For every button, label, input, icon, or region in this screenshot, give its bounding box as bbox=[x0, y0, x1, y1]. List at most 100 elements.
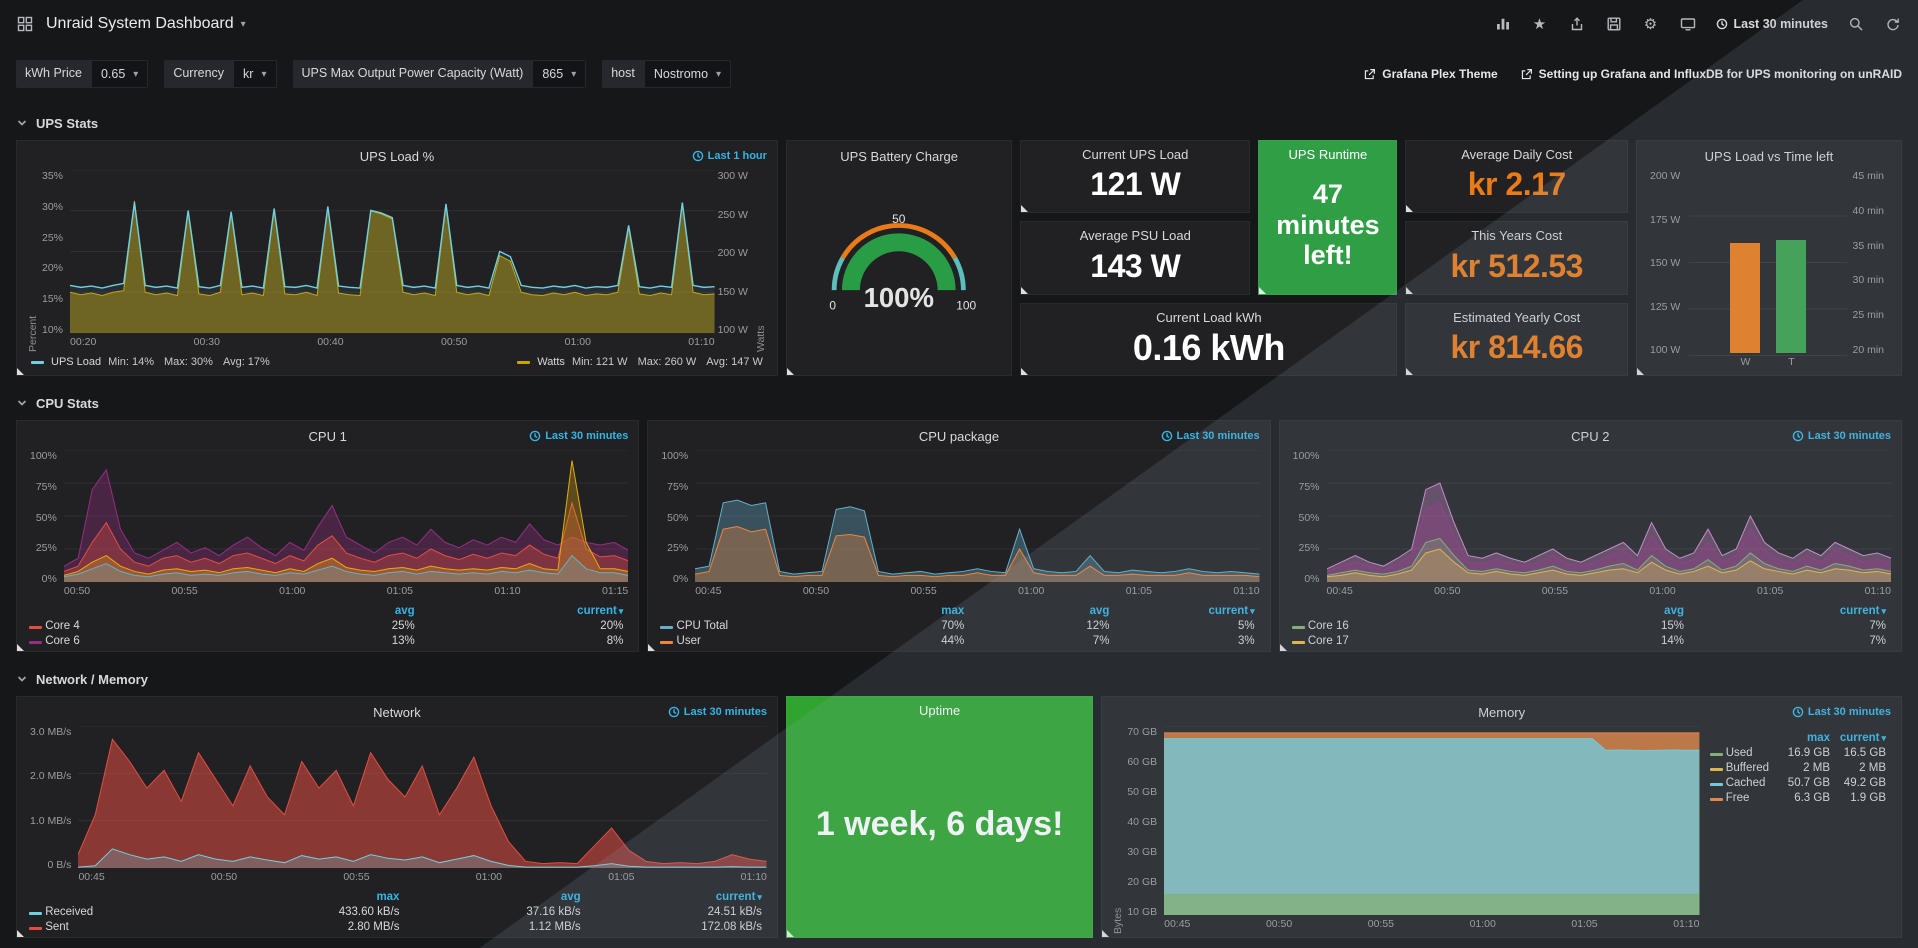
panel-title[interactable]: Estimated Yearly Cost bbox=[1453, 309, 1581, 325]
panel-title[interactable]: Current UPS Load bbox=[1082, 147, 1189, 162]
legend-column-header[interactable]: current ▾ bbox=[1839, 604, 1886, 617]
cpu-package-chart[interactable] bbox=[695, 450, 1260, 582]
section-header-cpu-stats[interactable]: CPU Stats bbox=[16, 390, 1902, 416]
series-stat: 50.7 GB bbox=[1787, 776, 1830, 789]
panel-title[interactable]: This Years Cost bbox=[1471, 228, 1563, 244]
legend-column-header[interactable]: avg bbox=[1664, 604, 1684, 617]
legend-column-header[interactable]: current ▾ bbox=[715, 890, 762, 903]
time-range-badge[interactable]: Last 1 hour bbox=[692, 150, 767, 162]
tick-label: 00:55 bbox=[171, 585, 198, 597]
legend-column-header[interactable]: current ▾ bbox=[577, 604, 624, 617]
legend-column-header[interactable]: avg bbox=[1089, 604, 1110, 617]
legend-row: Buffered 2 MB 2 MB bbox=[1709, 760, 1889, 775]
series-name[interactable]: Used bbox=[1709, 745, 1777, 760]
tick-label: 00:45 bbox=[695, 585, 722, 597]
series-stat: 2 MB bbox=[1803, 761, 1830, 774]
panel-average-psu-load: Average PSU Load 143 W bbox=[1020, 221, 1251, 295]
tick-label: 00:50 bbox=[63, 585, 91, 597]
variable-value-dropdown[interactable]: 0.65 ▾ bbox=[90, 60, 149, 88]
tick-label: 20 min bbox=[1852, 343, 1884, 356]
tick-label: 00:40 bbox=[317, 336, 344, 348]
tick-label: 3.0 MB/s bbox=[30, 726, 72, 738]
legend-column-header[interactable]: max bbox=[1806, 731, 1830, 744]
variable-value-dropdown[interactable]: kr ▾ bbox=[233, 60, 277, 88]
network-chart[interactable] bbox=[78, 726, 767, 868]
star-icon[interactable]: ★ bbox=[1532, 16, 1547, 33]
cpu1-chart[interactable] bbox=[63, 450, 629, 582]
series-name[interactable]: Cached bbox=[1709, 775, 1777, 790]
panel-title[interactable]: UPS Runtime bbox=[1288, 147, 1368, 162]
section-header-network-memory[interactable]: Network / Memory bbox=[16, 666, 1902, 692]
series-name[interactable]: Free bbox=[1709, 790, 1777, 805]
series-name[interactable]: Core 6 bbox=[29, 633, 209, 648]
add-panel-icon[interactable] bbox=[1494, 15, 1512, 33]
save-icon[interactable] bbox=[1605, 15, 1623, 33]
panel-title[interactable]: Current Load kWh bbox=[1156, 309, 1262, 325]
series-name[interactable]: Watts bbox=[537, 356, 565, 368]
dashboard-title[interactable]: Unraid System Dashboard ▾ bbox=[46, 15, 246, 32]
series-name[interactable]: CPU Total bbox=[660, 618, 822, 633]
link-grafana-plex-theme[interactable]: Grafana Plex Theme bbox=[1363, 67, 1498, 81]
time-range-badge[interactable]: Last 30 minutes bbox=[1792, 430, 1891, 442]
tick-label: 01:10 bbox=[1233, 585, 1260, 597]
variable-value-dropdown[interactable]: 865 ▾ bbox=[532, 60, 587, 88]
cpu2-chart[interactable] bbox=[1326, 450, 1891, 582]
panel-title[interactable]: Average PSU Load bbox=[1079, 228, 1191, 244]
time-range-badge[interactable]: Last 30 minutes bbox=[668, 706, 767, 718]
share-icon[interactable] bbox=[1568, 15, 1586, 33]
row-network-memory: Network Last 30 minutes 3.0 MB/s 2.0 MB/s… bbox=[16, 696, 1902, 938]
legend-column-header[interactable]: current ▾ bbox=[1839, 731, 1886, 744]
memory-chart[interactable] bbox=[1164, 726, 1700, 915]
series-name[interactable]: Sent bbox=[29, 919, 221, 934]
legend-column-header[interactable]: max bbox=[376, 890, 400, 903]
series-name[interactable]: Core 16 bbox=[1291, 618, 1485, 633]
panel-title[interactable]: CPU 1 bbox=[308, 429, 347, 444]
battery-gauge[interactable]: 0 50 100 100% bbox=[815, 204, 983, 338]
panel-title[interactable]: CPU 2 bbox=[1571, 429, 1610, 444]
series-name[interactable]: Buffered bbox=[1709, 760, 1777, 775]
chart-legend: avg current ▾ Core 16 15% 7% Core 17 14% 7% bbox=[1290, 601, 1891, 648]
gauge-tick-mid: 50 bbox=[892, 212, 906, 226]
panel-title[interactable]: CPU package bbox=[918, 429, 1000, 444]
settings-gear-icon[interactable]: ⚙ bbox=[1643, 16, 1658, 33]
stat-value: 143 W bbox=[1090, 247, 1181, 284]
tick-label: 100 W bbox=[717, 324, 748, 336]
series-name[interactable]: Received bbox=[29, 904, 221, 919]
sort-caret-icon: ▾ bbox=[1881, 732, 1886, 743]
time-range-badge[interactable]: Last 30 minutes bbox=[1161, 430, 1260, 442]
ups-load-chart[interactable] bbox=[70, 170, 715, 333]
legend-column-header[interactable]: max bbox=[941, 604, 965, 617]
tick-label: 50% bbox=[1298, 511, 1320, 524]
series-name[interactable]: Core 17 bbox=[1291, 633, 1485, 648]
dashboards-grid-icon[interactable] bbox=[16, 15, 34, 33]
series-stat: 6.3 GB bbox=[1794, 791, 1830, 804]
series-color-dash bbox=[29, 625, 42, 629]
time-range-picker[interactable]: Last 30 minutes bbox=[1716, 17, 1828, 31]
series-name[interactable]: Core 4 bbox=[29, 618, 209, 633]
panel-title[interactable]: UPS Load vs Time left bbox=[1704, 149, 1834, 164]
series-name[interactable]: User bbox=[660, 633, 822, 648]
legend-column-header[interactable]: avg bbox=[560, 890, 581, 903]
link-ups-monitoring-guide[interactable]: Setting up Grafana and InfluxDB for UPS … bbox=[1520, 67, 1902, 81]
tick-label: 100 W bbox=[1649, 344, 1681, 356]
legend-column-header[interactable]: current ▾ bbox=[1208, 604, 1255, 617]
panel-title[interactable]: Network bbox=[373, 705, 421, 720]
clock-icon bbox=[692, 150, 703, 162]
series-name[interactable]: UPS Load bbox=[51, 356, 102, 368]
panel-title[interactable]: Uptime bbox=[919, 703, 961, 718]
series-color-dash bbox=[1291, 625, 1305, 629]
panel-ups-load-vs-time-left: UPS Load vs Time left 200 W 175 W 150 W 125… bbox=[1635, 140, 1902, 376]
panel-title[interactable]: UPS Load % bbox=[359, 149, 435, 164]
variable-value-dropdown[interactable]: Nostromo ▾ bbox=[643, 60, 732, 88]
panel-title[interactable]: UPS Battery Charge bbox=[840, 149, 958, 164]
panel-title[interactable]: Average Daily Cost bbox=[1461, 147, 1573, 162]
panel-title[interactable]: Memory bbox=[1478, 705, 1526, 720]
time-range-badge[interactable]: Last 30 minutes bbox=[529, 430, 628, 442]
legend-column-header[interactable]: avg bbox=[394, 604, 415, 617]
time-range-badge[interactable]: Last 30 minutes bbox=[1792, 706, 1891, 718]
section-header-ups-stats[interactable]: UPS Stats bbox=[16, 110, 1902, 136]
refresh-icon[interactable] bbox=[1884, 15, 1902, 33]
zoom-out-icon[interactable] bbox=[1847, 15, 1865, 33]
tick-label: 125 W bbox=[1649, 300, 1681, 313]
tv-mode-icon[interactable] bbox=[1679, 15, 1697, 33]
